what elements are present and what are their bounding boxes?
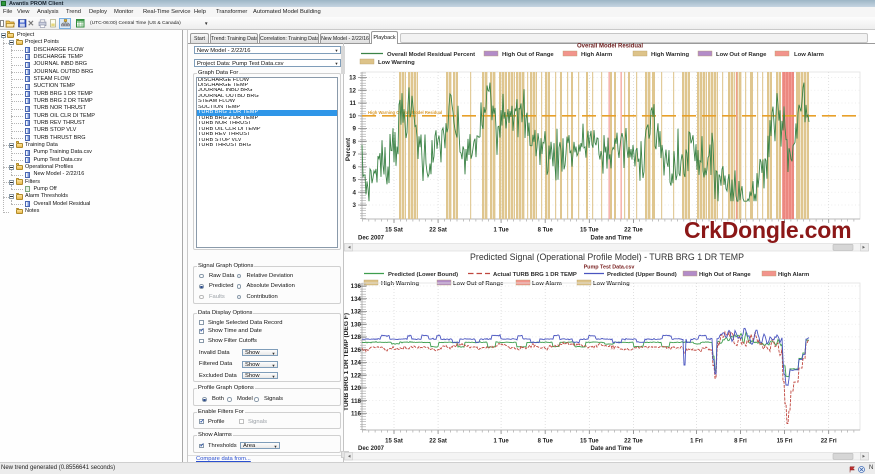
svg-text:13: 13: [349, 75, 356, 82]
svg-text:11: 11: [349, 100, 356, 107]
svg-text:Overall Model Residual Percent: Overall Model Residual Percent: [387, 52, 475, 58]
svg-text:5: 5: [353, 177, 357, 184]
svg-text:High Warning: High Warning: [651, 52, 689, 58]
svg-text:3: 3: [353, 202, 357, 209]
svg-text:126: 126: [351, 347, 362, 354]
svg-text:High Warning: High Warning: [381, 281, 419, 287]
svg-text:Dec 2007: Dec 2007: [358, 236, 385, 242]
svg-text:Overall Model Residual: Overall Model Residual: [577, 44, 643, 50]
svg-text:Pump Test Data.csv: Pump Test Data.csv: [584, 265, 635, 271]
svg-text:9: 9: [353, 126, 357, 133]
svg-text:Low Alarm: Low Alarm: [532, 281, 562, 287]
svg-text:Low Warning: Low Warning: [593, 281, 630, 287]
svg-text:136: 136: [351, 283, 362, 290]
svg-text:118: 118: [351, 398, 362, 405]
svg-text:TURB BRG 1 DR TEMP (DEG F): TURB BRG 1 DR TEMP (DEG F): [344, 313, 350, 411]
svg-text:22 Fri: 22 Fri: [821, 439, 837, 445]
svg-text:Low Out of Range: Low Out of Range: [716, 52, 767, 58]
svg-text:15 Fri: 15 Fri: [777, 439, 793, 445]
svg-text:Date and Time: Date and Time: [591, 446, 633, 452]
svg-text:High Out of Range: High Out of Range: [502, 52, 554, 58]
svg-text:128: 128: [351, 334, 362, 341]
svg-text:Predicted (Lower Bound): Predicted (Lower Bound): [388, 272, 458, 278]
svg-text:Predicted (Upper Bound): Predicted (Upper Bound): [607, 272, 677, 278]
svg-text:8 Fri: 8 Fri: [734, 439, 747, 445]
svg-text:Percent: Percent: [345, 137, 352, 161]
svg-text:22 Sat: 22 Sat: [429, 439, 447, 445]
svg-text:4: 4: [353, 189, 357, 196]
svg-text:Low Out of Range: Low Out of Range: [453, 281, 504, 287]
svg-text:15 Tue: 15 Tue: [580, 439, 599, 445]
svg-text:12: 12: [349, 88, 356, 95]
svg-text:CrkDongle.com: CrkDongle.com: [684, 217, 851, 243]
svg-text:8 Tue: 8 Tue: [538, 228, 554, 234]
svg-text:1 Tue: 1 Tue: [493, 228, 509, 234]
svg-text:Predicted Signal (Operational: Predicted Signal (Operational Profile Mo…: [470, 252, 744, 262]
svg-text:132: 132: [351, 309, 362, 316]
svg-text:Actual TURB BRG 1 DR TEMP: Actual TURB BRG 1 DR TEMP: [493, 272, 577, 278]
svg-text:6: 6: [353, 164, 357, 171]
svg-text:134: 134: [351, 296, 362, 303]
svg-text:High Alarm: High Alarm: [778, 272, 809, 278]
svg-text:22 Tue: 22 Tue: [624, 228, 643, 234]
svg-text:22 Tue: 22 Tue: [624, 439, 643, 445]
svg-text:1 Fri: 1 Fri: [690, 439, 703, 445]
svg-text:15 Tue: 15 Tue: [580, 228, 599, 234]
svg-text:22 Sat: 22 Sat: [429, 228, 447, 234]
svg-text:Date and Time: Date and Time: [591, 236, 633, 242]
svg-text:7: 7: [353, 151, 357, 158]
svg-text:8 Tue: 8 Tue: [538, 439, 554, 445]
svg-text:120: 120: [351, 385, 362, 392]
svg-text:Dec 2007: Dec 2007: [358, 446, 385, 452]
svg-text:130: 130: [351, 321, 362, 328]
svg-text:124: 124: [351, 360, 362, 367]
svg-text:Low Warning: Low Warning: [378, 60, 415, 66]
svg-text:116: 116: [351, 411, 362, 418]
svg-text:15 Sat: 15 Sat: [385, 439, 403, 445]
svg-text:Low Alarm: Low Alarm: [794, 52, 824, 58]
svg-text:122: 122: [351, 372, 362, 379]
svg-text:1 Tue: 1 Tue: [493, 439, 509, 445]
svg-text:High Alarm: High Alarm: [581, 52, 612, 58]
svg-text:10: 10: [349, 113, 356, 120]
svg-text:High Warning Overall Model Res: High Warning Overall Model Residual: [368, 110, 442, 115]
svg-text:High Out of Range: High Out of Range: [699, 272, 751, 278]
svg-text:15 Sat: 15 Sat: [385, 228, 403, 234]
svg-text:8: 8: [353, 138, 357, 145]
